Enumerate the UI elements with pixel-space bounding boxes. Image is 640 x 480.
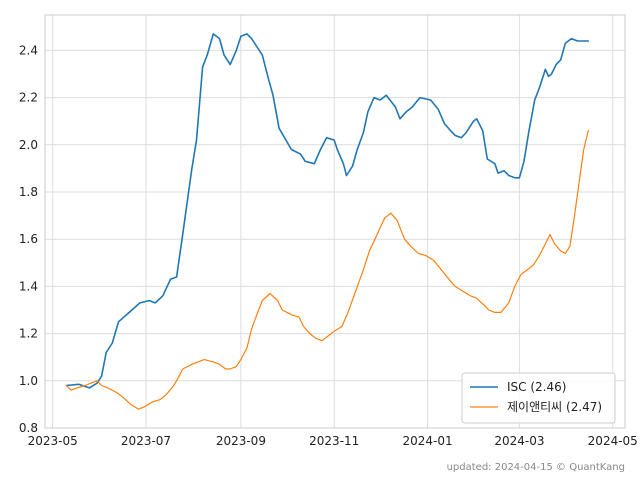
series-group bbox=[65, 33, 590, 410]
x-tick-label: 2024-01 bbox=[403, 434, 453, 448]
legend-label-jntc: 제이앤티씨 (2.47) bbox=[507, 400, 602, 414]
y-tick-label: 1.6 bbox=[19, 232, 38, 246]
y-tick-label: 1.8 bbox=[19, 185, 38, 199]
y-tick-label: 2.4 bbox=[19, 43, 38, 57]
x-tick-label: 2023-07 bbox=[121, 434, 171, 448]
footer-note: updated: 2024-04-15 © QuantKang bbox=[447, 462, 625, 473]
y-tick-label: 0.8 bbox=[19, 421, 38, 435]
legend: ISC (2.46) 제이앤티씨 (2.47) bbox=[461, 372, 616, 424]
y-tick-label: 2.2 bbox=[19, 91, 38, 105]
series-line-0 bbox=[65, 33, 590, 389]
y-tick-label: 1.4 bbox=[19, 279, 38, 293]
y-tick-label: 1.0 bbox=[19, 374, 38, 388]
y-tick-label: 1.2 bbox=[19, 327, 38, 341]
x-tick-label: 2023-11 bbox=[309, 434, 359, 448]
legend-box bbox=[461, 372, 616, 424]
plot-frame bbox=[44, 14, 626, 429]
legend-label-isc: ISC (2.46) bbox=[507, 380, 566, 394]
y-tick-label: 2.0 bbox=[19, 138, 38, 152]
x-tick-label: 2024-05 bbox=[588, 434, 638, 448]
x-tick-label: 2023-09 bbox=[216, 434, 266, 448]
x-tick-label: 2024-03 bbox=[494, 434, 544, 448]
x-tick-label: 2023-05 bbox=[28, 434, 78, 448]
series-line-1 bbox=[65, 130, 589, 410]
axes: 0.8 1.0 1.2 1.4 1.6 1.8 2.0 2.2 2.4 2023-05 2023-0… bbox=[19, 14, 638, 448]
grid bbox=[45, 15, 625, 429]
